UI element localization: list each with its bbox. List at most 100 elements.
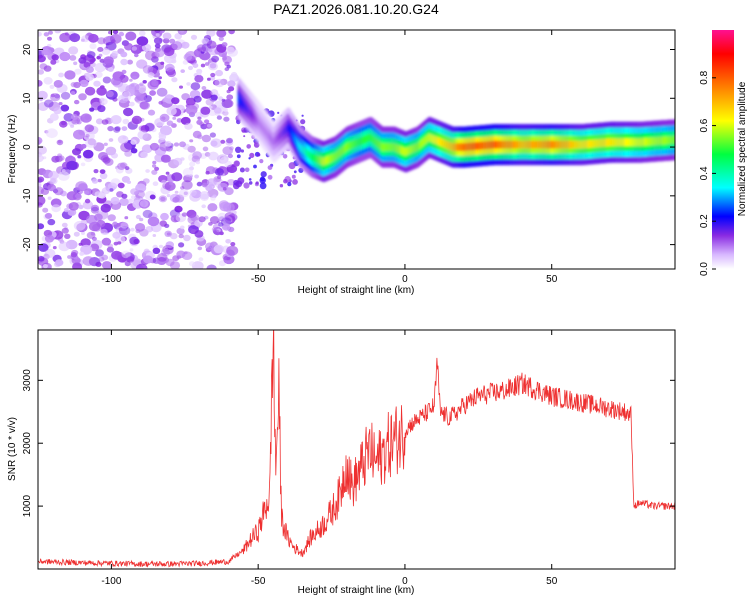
noise-blob [197,246,203,251]
noise-blob [95,118,104,125]
noise-blob [85,66,94,73]
noise-blob [112,30,119,35]
snr-y-label: SNR (10 * v/v) [7,417,18,481]
ridge-cell [673,136,675,144]
noise-blob [182,60,189,65]
noise-blob [218,36,224,41]
noise-blob [220,139,226,144]
spectrogram-x-ticks: -100 -50 0 50 [101,30,558,285]
noise-blob [58,155,65,161]
noise-blob [179,189,189,198]
noise-blob [147,216,160,227]
noise-blob [69,33,81,43]
transition-blob [257,153,261,157]
noise-blob [166,120,174,126]
noise-blob [120,142,132,153]
noise-blob [181,212,187,217]
noise-blob [198,257,204,262]
transition-blob [241,129,245,133]
noise-blob [189,139,194,143]
noise-blob [49,84,55,89]
x-tick-label: -50 [251,576,266,587]
noise-blob [197,47,203,52]
noise-blob [75,193,81,199]
noise-blob [230,242,236,247]
transition-blob [301,114,304,117]
noise-blob [210,138,222,148]
noise-blob [97,37,106,45]
noise-blob [47,36,52,41]
noise-blob [220,156,228,164]
noise-blob [100,228,108,235]
noise-blob [97,105,106,113]
noise-blob [55,259,64,267]
noise-blob [166,194,171,198]
noise-blob [130,148,138,154]
noise-blob [226,137,233,144]
noise-blob [110,76,122,86]
noise-blob [197,71,202,76]
noise-blob [147,109,156,116]
noise-blob [69,55,77,61]
x-tick-label: 0 [402,576,408,587]
noise-blob [110,196,120,205]
noise-blob [209,216,220,225]
noise-blob [80,162,86,167]
noise-blob [126,256,135,263]
noise-blob [152,181,159,186]
noise-blob [226,245,239,256]
noise-blob [206,40,217,49]
noise-blob [143,95,152,103]
noise-blob [38,182,42,188]
noise-blob [76,120,82,125]
ridge-cell [669,136,672,144]
noise-blob [44,212,53,219]
noise-blob [187,145,196,153]
x-tick-label: -100 [101,274,121,285]
y-tick-label: 3000 [22,369,33,392]
transition-blob [268,110,275,117]
noise-blob [211,55,220,63]
noise-blob [101,237,112,246]
noise-blob [41,48,52,58]
noise-blob [109,188,114,192]
noise-blob [47,184,56,192]
noise-blob [179,30,185,33]
noise-blob [224,160,233,168]
noise-blob [111,50,119,57]
noise-blob [154,166,160,171]
noise-blob [68,46,79,55]
colorbar-tick-label: 0.2 [699,214,710,228]
noise-blob [149,194,156,200]
noise-blob [124,216,129,220]
noise-blob [38,102,49,111]
spectrogram-x-label: Height of straight line (km) [298,285,415,296]
noise-blob [180,186,185,190]
colorbar: 0.0 0.2 0.4 0.6 0.8 Normalized spectral ampl… [699,30,748,276]
x-tick-label: 0 [402,274,408,285]
noise-blob [223,202,235,213]
noise-blob [51,204,61,213]
noise-blob [66,191,78,201]
noise-blob [49,113,59,121]
noise-blob [184,122,193,130]
noise-blob [171,172,183,182]
noise-blob [96,86,107,96]
noise-blob [171,77,178,83]
snr-panel: -100 -50 0 50 1000 2000 3000 Height of straig… [7,329,676,596]
noise-blob [86,51,96,59]
noise-blob [108,138,114,142]
spectrogram-y-label: Frequency (Hz) [7,115,18,184]
noise-blob [194,174,200,179]
noise-blob [107,67,114,72]
noise-blob [176,227,185,235]
noise-blob [190,214,200,222]
noise-blob [93,80,101,87]
noise-blob [48,30,53,35]
noise-blob [165,258,175,267]
noise-blob [98,256,105,262]
noise-blob [181,41,190,49]
noise-blob [154,30,161,34]
noise-blob [80,238,91,247]
noise-blob [188,65,193,71]
